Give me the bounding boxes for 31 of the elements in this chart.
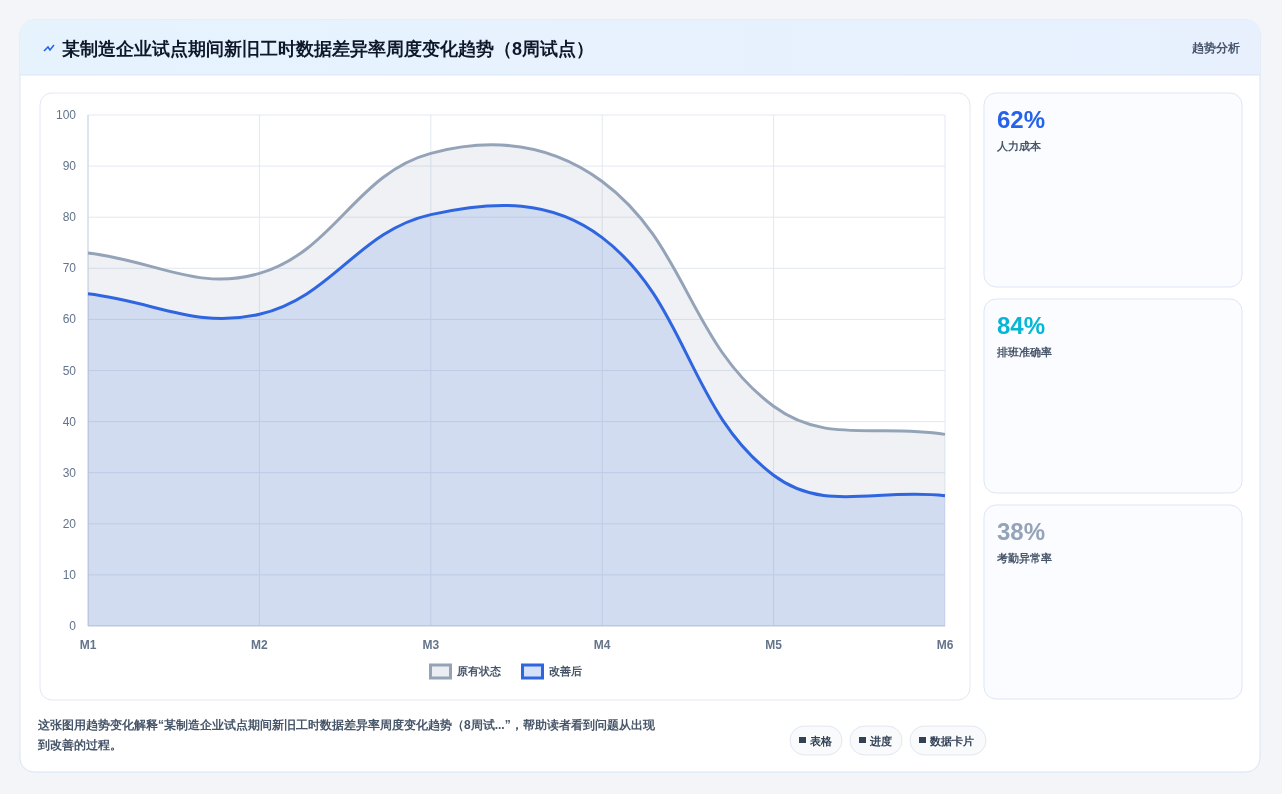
text: 考勤异常率 xyxy=(996,552,1052,564)
text: 84% xyxy=(997,312,1046,339)
y-tick-label: 90 xyxy=(62,159,77,174)
x-tick-label: M6 xyxy=(936,638,954,652)
y-tick-label: 30 xyxy=(62,465,77,480)
y-tick-label: 80 xyxy=(62,210,77,225)
legend-label: 改善后 xyxy=(548,665,582,677)
x-tick-label: M1 xyxy=(79,638,97,652)
chip: 进度 xyxy=(849,725,903,756)
y-tick-label: 40 xyxy=(62,414,77,429)
chip: 表格 xyxy=(789,725,843,756)
y-tick-label: 50 xyxy=(62,363,77,378)
y-tick-label: 20 xyxy=(62,516,77,531)
y-tick-label: 60 xyxy=(62,312,77,327)
legend-label: 原有状态 xyxy=(455,665,502,677)
x-tick-label: M3 xyxy=(422,638,440,652)
x-tick-label: M2 xyxy=(251,638,269,652)
chip: 数据卡片 xyxy=(909,725,987,756)
text: 排班准确率 xyxy=(996,346,1052,358)
text: 这张图用趋势变化解释“某制造企业试点期间新旧工时数据差异率周度变化趋势（8周试...”，帮助读者看到问题从出现到改善的过程。 xyxy=(37,718,656,752)
text: 62% xyxy=(997,106,1046,133)
y-tick-label: 10 xyxy=(62,567,77,582)
x-tick-label: M5 xyxy=(765,638,783,652)
text: 趋势分析 xyxy=(1191,41,1240,55)
y-tick-label: 100 xyxy=(55,108,77,122)
x-tick-label: M4 xyxy=(593,638,611,652)
text: 人力成本 xyxy=(996,140,1042,153)
y-tick-label: 70 xyxy=(62,261,77,276)
y-tick-label: 0 xyxy=(69,619,77,633)
text: 38% xyxy=(997,518,1046,545)
chart-title: 某制造企业试点期间新旧工时数据差异率周度变化趋势（8周试点） xyxy=(61,39,595,59)
